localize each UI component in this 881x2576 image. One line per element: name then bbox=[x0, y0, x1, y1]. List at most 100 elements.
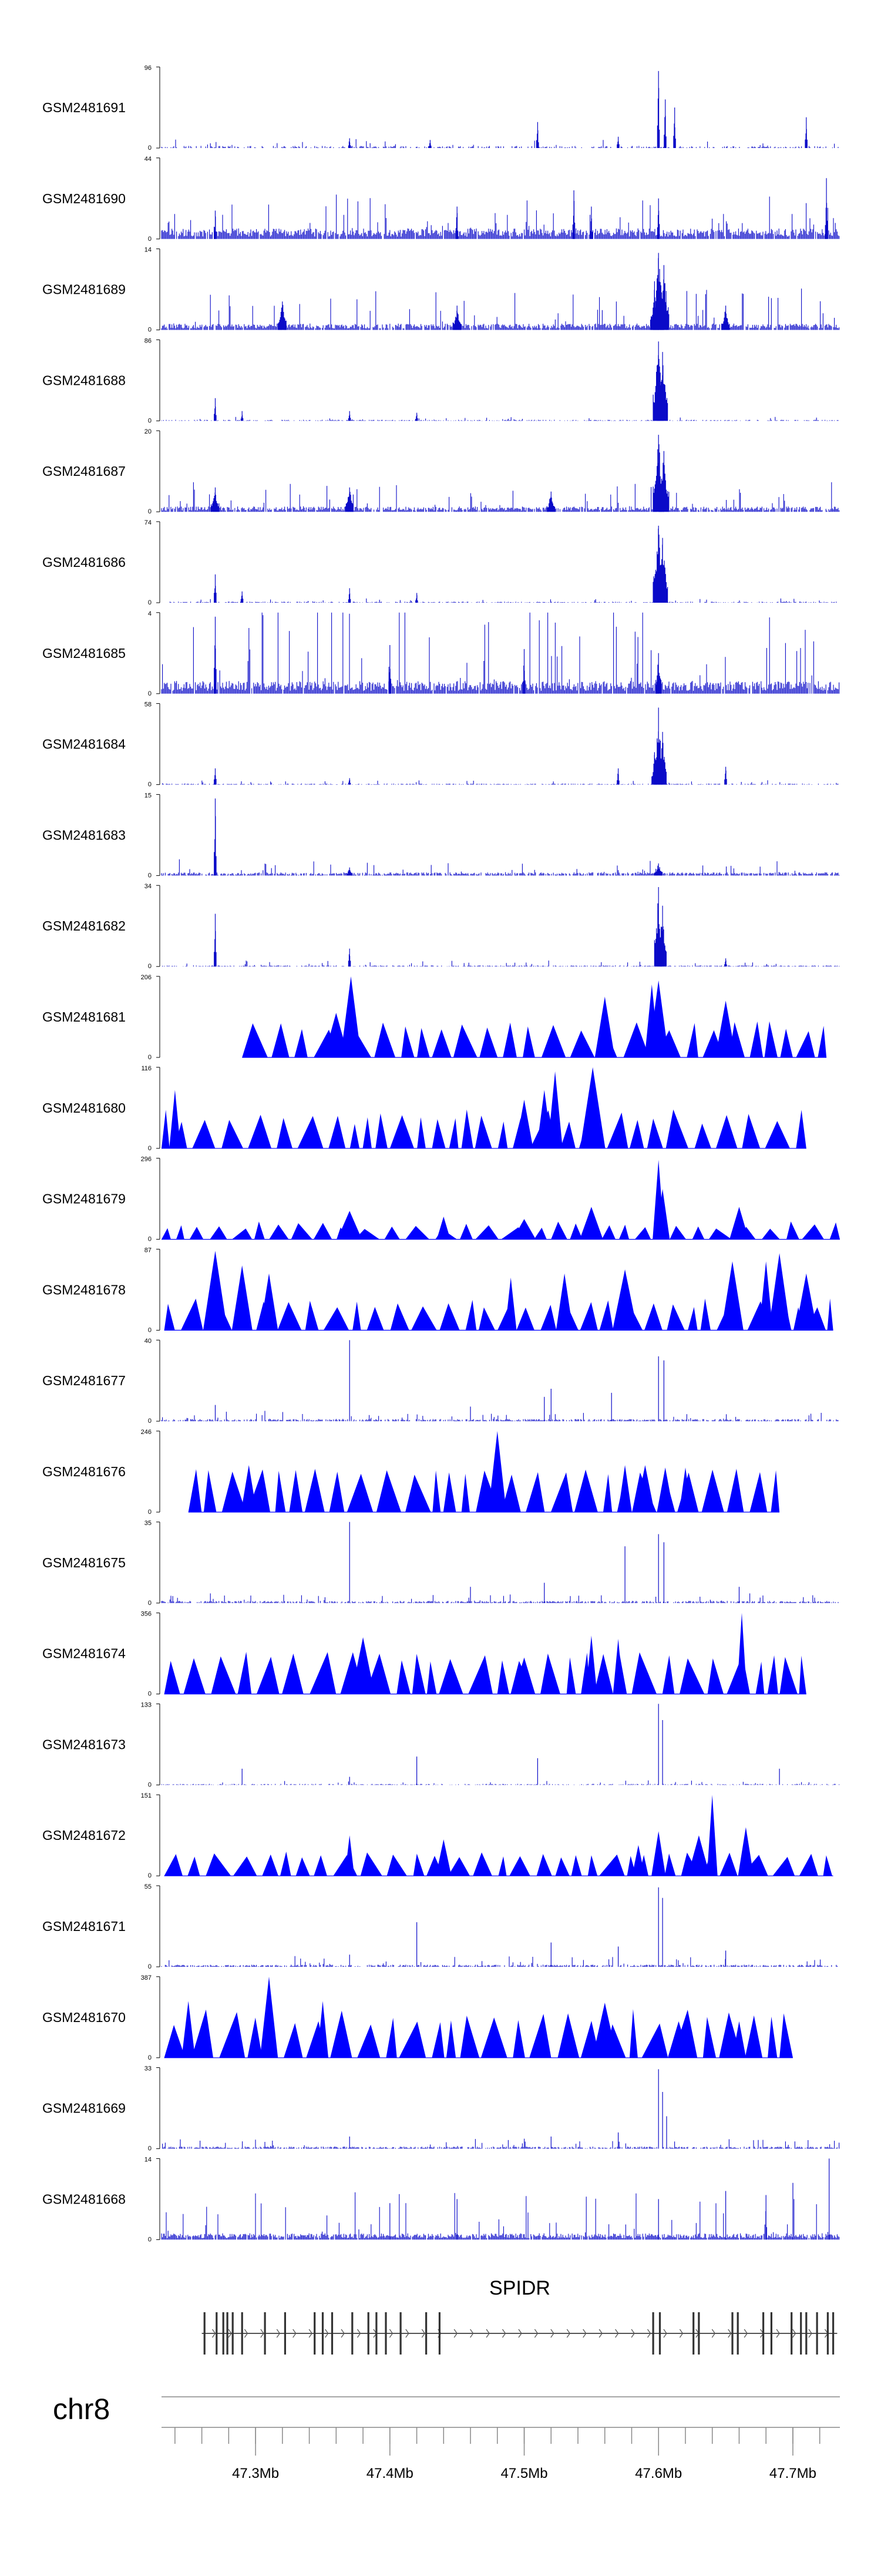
y-max-label: 15 bbox=[144, 792, 152, 799]
exon bbox=[658, 2312, 661, 2355]
track-label: GSM2481677 bbox=[42, 1373, 126, 1388]
track-label: GSM2481690 bbox=[42, 191, 126, 206]
signal-peak bbox=[505, 1277, 517, 1331]
exon bbox=[385, 2312, 387, 2355]
track-label: GSM2481682 bbox=[42, 918, 126, 933]
strand-arrow bbox=[211, 2329, 216, 2338]
signal-peak bbox=[592, 2003, 617, 2058]
signal-peak bbox=[618, 1465, 632, 1512]
track-label: GSM2481687 bbox=[42, 464, 126, 479]
signal-peak bbox=[724, 958, 727, 967]
signal-peak bbox=[214, 913, 217, 967]
exon bbox=[264, 2312, 266, 2355]
strand-arrow bbox=[566, 2329, 571, 2338]
signal-bars bbox=[161, 612, 840, 694]
signal-peak bbox=[715, 1000, 737, 1057]
signal-peak bbox=[738, 1827, 754, 1876]
exon bbox=[241, 2312, 243, 2355]
y-max-label: 206 bbox=[141, 974, 152, 981]
y-zero-label: 0 bbox=[148, 1054, 152, 1061]
signal-peak bbox=[181, 2001, 196, 2058]
exon bbox=[826, 2312, 829, 2355]
exon bbox=[331, 2312, 334, 2355]
signal-peak bbox=[324, 1013, 349, 1057]
exon bbox=[222, 2312, 224, 2355]
signal-peak bbox=[657, 1467, 674, 1512]
signal-bars bbox=[161, 288, 840, 330]
signal-peak bbox=[668, 2021, 690, 2058]
y-max-label: 4 bbox=[148, 610, 152, 617]
signal-area bbox=[164, 1851, 833, 1876]
strand-arrow bbox=[776, 2329, 780, 2338]
signal-peak bbox=[512, 1219, 536, 1240]
signal-peak bbox=[345, 1835, 355, 1876]
x-tick-label: 47.5Mb bbox=[500, 2466, 547, 2481]
exon bbox=[216, 2312, 218, 2355]
track-label: GSM2481675 bbox=[42, 1555, 126, 1570]
exon bbox=[321, 2312, 324, 2355]
gene-label: SPIDR bbox=[489, 2277, 550, 2299]
y-max-label: 133 bbox=[141, 1701, 152, 1708]
signal-peak bbox=[651, 752, 658, 785]
y-max-label: 356 bbox=[141, 1611, 152, 1618]
track-label: GSM2481686 bbox=[42, 555, 126, 570]
signal-area bbox=[162, 1109, 806, 1148]
y-zero-label: 0 bbox=[148, 327, 152, 334]
y-zero-label: 0 bbox=[148, 1963, 152, 1970]
signal-bars bbox=[161, 1780, 840, 1785]
y-max-label: 58 bbox=[144, 701, 152, 708]
x-tick-label: 47.7Mb bbox=[769, 2466, 816, 2481]
signal-peak bbox=[169, 1090, 181, 1148]
signal-peak bbox=[651, 1831, 666, 1876]
y-zero-label: 0 bbox=[148, 872, 152, 879]
track-label: GSM2481673 bbox=[42, 1737, 126, 1752]
exon bbox=[737, 2312, 739, 2355]
signal-peak bbox=[214, 210, 217, 239]
y-zero-label: 0 bbox=[148, 1509, 152, 1516]
y-zero-label: 0 bbox=[148, 1691, 152, 1698]
strand-arrow bbox=[534, 2329, 539, 2338]
signal-peak bbox=[260, 1976, 278, 2058]
signal-peak bbox=[345, 487, 354, 512]
exon bbox=[226, 2312, 228, 2355]
exon bbox=[351, 2312, 354, 2355]
y-max-label: 44 bbox=[144, 156, 152, 163]
y-max-label: 296 bbox=[141, 1156, 152, 1163]
signal-peak bbox=[513, 1657, 536, 1694]
exon bbox=[438, 2312, 441, 2355]
signal-peak bbox=[278, 301, 287, 330]
track-label: GSM2481684 bbox=[42, 737, 126, 752]
strand-arrow bbox=[598, 2329, 603, 2338]
signal-peak bbox=[768, 1253, 791, 1331]
signal-peak bbox=[617, 136, 620, 148]
y-zero-label: 0 bbox=[148, 1418, 152, 1425]
signal-peak bbox=[214, 798, 217, 876]
y-zero-label: 0 bbox=[148, 236, 152, 243]
strand-arrow bbox=[405, 2329, 409, 2338]
track-label: GSM2481689 bbox=[42, 282, 126, 297]
signal-peak bbox=[214, 574, 217, 603]
signal-peak bbox=[617, 768, 620, 785]
strand-arrow bbox=[486, 2329, 490, 2338]
track-label: GSM2481681 bbox=[42, 1009, 126, 1025]
signal-peak bbox=[580, 1067, 606, 1148]
signal-peak bbox=[679, 1467, 692, 1512]
strand-arrow bbox=[244, 2329, 248, 2338]
y-zero-label: 0 bbox=[148, 417, 152, 424]
strand-arrow bbox=[421, 2329, 426, 2338]
signal-peak bbox=[572, 190, 576, 239]
y-max-label: 14 bbox=[144, 247, 152, 254]
signal-area bbox=[164, 1298, 833, 1331]
signal-peak bbox=[436, 1839, 452, 1876]
strand-arrow bbox=[502, 2329, 506, 2338]
exon bbox=[375, 2312, 378, 2355]
signal-peak bbox=[536, 1090, 552, 1148]
signal-peak bbox=[805, 117, 808, 148]
signal-peak bbox=[721, 305, 730, 330]
x-tick-label: 47.4Mb bbox=[366, 2466, 413, 2481]
strand-arrow bbox=[550, 2329, 554, 2338]
track-label: GSM2481672 bbox=[42, 1828, 126, 1843]
exon bbox=[652, 2312, 654, 2355]
signal-peak bbox=[657, 198, 660, 239]
